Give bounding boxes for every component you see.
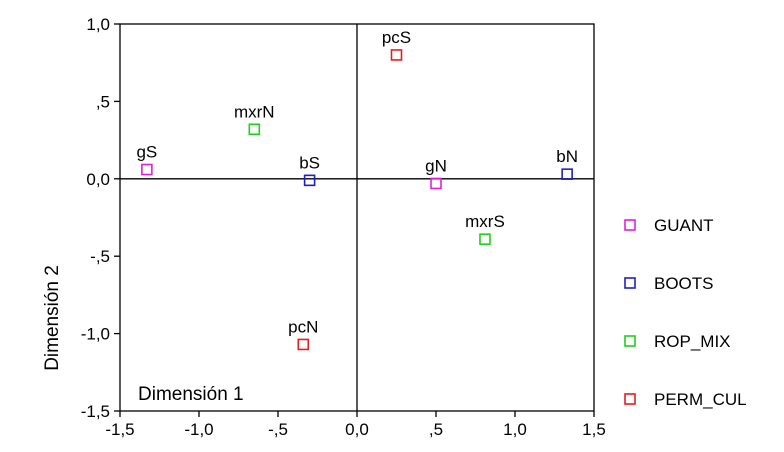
- data-point-label: pcS: [382, 28, 411, 47]
- legend: GUANT BOOTS ROP_MIX PERM_CUL: [624, 216, 747, 409]
- y-tick-label: -1,5: [81, 402, 110, 421]
- x-tick-label: -,5: [268, 420, 288, 439]
- data-point-marker: [561, 168, 573, 180]
- legend-marker: [624, 219, 636, 231]
- data-point-marker: [141, 163, 153, 176]
- x-axis-title: Dimensión 1: [138, 384, 244, 405]
- legend-marker: [624, 393, 636, 405]
- legend-label: PERM_CUL: [654, 390, 747, 409]
- y-tick-label: -,5: [90, 247, 110, 266]
- data-point-label: gN: [425, 156, 447, 175]
- data-point-marker: [297, 338, 310, 351]
- data-point-label: bN: [556, 147, 578, 166]
- data-point-label: bS: [299, 153, 320, 172]
- data-point-marker: [430, 177, 442, 190]
- data-point-marker: [248, 123, 261, 136]
- x-tick-label: 0,0: [345, 420, 369, 439]
- data-point-marker: [390, 49, 403, 61]
- data-point-marker: [479, 233, 491, 245]
- x-ticks: -1,5 -1,0 -,5 0,0 ,5 1,0 1,5: [105, 411, 606, 439]
- data-point-label: mxrN: [234, 102, 275, 121]
- data-point-label: gS: [136, 143, 157, 162]
- y-tick-label: ,5: [96, 92, 110, 111]
- data-point-label: mxrS: [465, 212, 505, 231]
- legend-label: ROP_MIX: [654, 332, 731, 351]
- x-tick-label: -1,0: [184, 420, 213, 439]
- data-points: gS gN bS bN mxrN mxrS pcS pcN: [136, 28, 578, 351]
- legend-label: BOOTS: [654, 274, 714, 293]
- x-tick-label: ,5: [429, 420, 443, 439]
- y-axis-title: Dimensión 2: [42, 265, 63, 371]
- y-tick-label: -1,0: [81, 325, 110, 344]
- y-tick-label: 0,0: [86, 170, 110, 189]
- data-point-label: pcN: [288, 317, 318, 336]
- data-point-marker: [303, 174, 316, 187]
- x-tick-label: 1,0: [503, 420, 527, 439]
- legend-marker: [624, 335, 636, 347]
- y-tick-label: 1,0: [86, 15, 110, 34]
- legend-marker: [624, 277, 636, 289]
- x-tick-label: -1,5: [105, 420, 134, 439]
- x-tick-label: 1,5: [582, 420, 606, 439]
- y-ticks: 1,0 ,5 0,0 -,5 -1,0 -1,5: [81, 15, 120, 421]
- legend-label: GUANT: [654, 216, 714, 235]
